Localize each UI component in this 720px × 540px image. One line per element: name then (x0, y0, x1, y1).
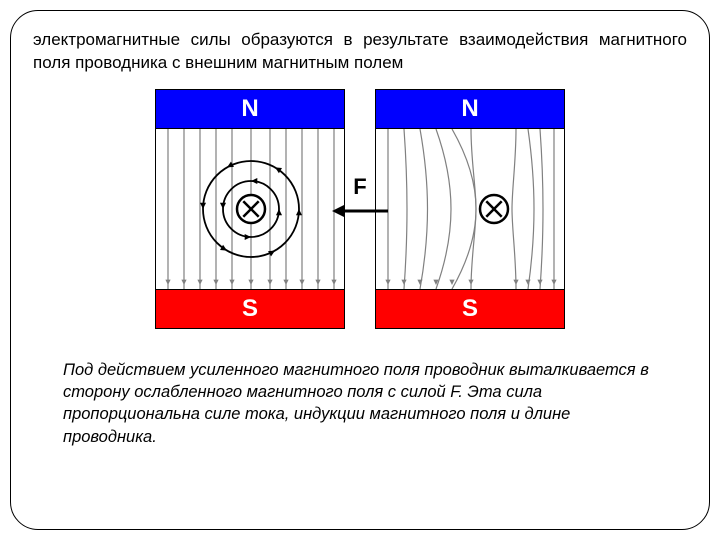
intro-paragraph: электромагнитные силы образуются в резул… (33, 29, 687, 75)
south-pole-left: S (155, 289, 345, 329)
south-pole-right: S (375, 289, 565, 329)
north-pole-left: N (155, 89, 345, 129)
slide-frame: электромагнитные силы образуются в резул… (10, 10, 710, 530)
fieldzone-left (155, 129, 345, 289)
force-arrow-icon (330, 201, 390, 221)
diagram-row: N S F N S (33, 89, 687, 329)
north-pole-right: N (375, 89, 565, 129)
force-label: F (351, 174, 368, 200)
panel-right: N S (375, 89, 565, 329)
field-svg-right (376, 129, 565, 289)
field-svg-left (156, 129, 345, 289)
explanation-paragraph: Под действием усиленного магнитного поля… (33, 359, 687, 448)
panel-left: N S (155, 89, 345, 329)
fieldzone-right (375, 129, 565, 289)
